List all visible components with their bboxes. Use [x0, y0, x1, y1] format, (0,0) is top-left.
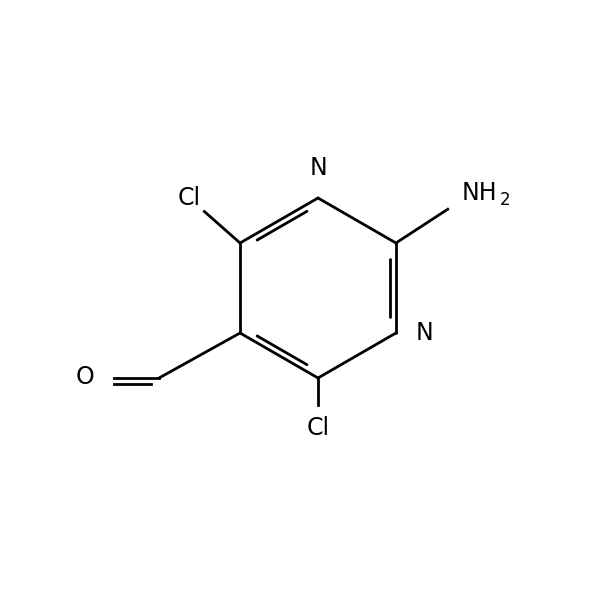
Text: N: N	[309, 156, 327, 180]
Text: 2: 2	[500, 191, 511, 209]
Text: O: O	[76, 365, 95, 389]
Text: NH: NH	[462, 181, 497, 205]
Text: N: N	[416, 321, 434, 345]
Text: Cl: Cl	[178, 186, 200, 210]
Text: Cl: Cl	[307, 416, 329, 440]
